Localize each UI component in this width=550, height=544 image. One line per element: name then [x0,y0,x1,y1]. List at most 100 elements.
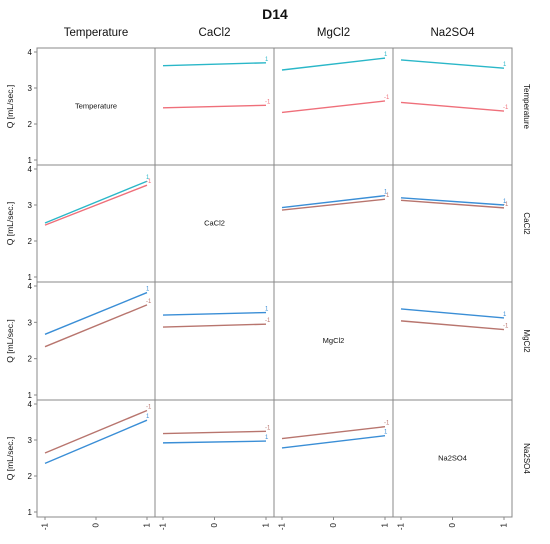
interaction-panel: 1 -1 [162,425,271,444]
x-tick-label: 0 [210,522,219,527]
series-line-level--1 [281,100,386,114]
y-tick-label: 3 [28,84,33,93]
row-header: Na2SO4 [522,443,531,474]
y-axis-label: Q [mL/sec.] [5,85,15,128]
plot-cells: TemperatureCaCl2MgCl2Na2SO41-11-11-11-11… [44,52,509,465]
diagonal-factor-label: Temperature [75,102,117,111]
panel-frame [36,399,156,518]
panel-frame [154,399,275,518]
interaction-panel: 1 -1 [44,287,152,348]
series-end-label: 1 [503,199,507,205]
column-headers: Temperature CaCl2 MgCl2 Na2SO4 [64,27,475,39]
series-line-level-1 [400,308,505,319]
series-line-level--1 [281,198,386,211]
series-line-level-1 [400,59,505,69]
column-header: CaCl2 [199,27,231,39]
series-line-level--1 [400,199,505,209]
series-end-label: 1 [503,312,507,318]
series-line-level--1 [44,184,148,226]
series-line-level-1 [44,419,148,465]
series-end-label: -1 [265,425,271,431]
y-axis-label: Q [mL/sec.] [5,202,15,245]
panel-frame [154,281,275,401]
row-header: MgCl2 [522,329,531,353]
series-line-level-1 [281,434,386,449]
x-tick-label: -1 [40,522,49,530]
series-end-label: -1 [384,193,390,199]
y-tick-label: 1 [28,156,33,165]
series-end-label: 1 [384,190,388,196]
series-end-label: 1 [146,175,150,181]
series-line-level--1 [44,409,148,454]
series-end-label: 1 [265,57,269,63]
interaction-panel: 1-1 [44,404,152,465]
x-tick-label: 0 [329,522,338,527]
panel-frame [36,164,156,283]
series-end-label: 1 [384,430,388,436]
y-tick-label: 2 [28,237,33,246]
interaction-panel: 1-1 [281,190,390,211]
column-header: Na2SO4 [430,27,475,39]
interaction-panel: 1-1 [162,307,271,328]
row-header: Temperature [522,84,531,129]
y-tick-label: 4 [28,400,33,409]
x-tick-label: 1 [142,522,151,527]
interaction-panel: 1 -1 [281,421,390,449]
panel-frames [36,47,513,518]
series-end-label: -1 [503,324,509,330]
x-tick-label: 1 [261,522,270,527]
panel-frame [36,281,156,401]
chart-title: D14 [262,6,288,22]
y-tick-label: 3 [28,201,33,210]
series-end-label: -1 [384,95,390,101]
series-line-level-1 [400,197,505,206]
series-line-level--1 [400,320,505,331]
x-tick-label: 0 [91,522,100,527]
y-tick-label: 2 [28,355,33,364]
series-end-label: -1 [146,404,152,410]
series-line-level-1 [281,57,386,71]
interaction-panel: 1-1 [162,57,271,109]
series-end-label: -1 [384,421,390,427]
y-tick-label: 3 [28,436,33,445]
series-end-label: -1 [146,299,152,305]
series-end-label: -1 [503,202,509,208]
x-tick-label: -1 [396,522,405,530]
series-line-level-1 [44,180,148,224]
series-line-level-1 [162,440,267,444]
series-end-label: -1 [146,179,152,185]
diagonal-factor-label: CaCl2 [204,219,225,228]
series-line-level-1 [162,62,267,67]
series-end-label: 1 [265,435,269,441]
column-header: MgCl2 [317,27,350,39]
panel-frame [392,164,513,283]
series-end-label: -1 [265,318,271,324]
column-header: Temperature [64,27,129,39]
y-axis-label: Q [mL/sec.] [5,319,15,362]
interaction-panel: 1-1 [400,197,509,209]
row-headers: Temperature CaCl2 MgCl2 Na2SO4 [522,84,531,474]
y-tick-label: 2 [28,120,33,129]
y-tick-label: 4 [28,165,33,174]
y-tick-label: 1 [28,508,33,517]
interaction-panel: 1-1 [400,59,509,112]
series-end-label: 1 [146,287,150,293]
diagonal-factor-label: MgCl2 [323,336,345,345]
x-tick-label: 1 [499,522,508,527]
y-axis-label: Q [mL/sec.] [5,437,15,480]
series-line-level-1 [44,291,148,335]
row-header: CaCl2 [522,212,531,235]
panel-frame [392,281,513,401]
series-line-level--1 [281,425,386,440]
series-line-level--1 [162,323,267,328]
series-line-level-1 [281,194,386,209]
series-end-label: -1 [503,105,509,111]
panel-frame [273,399,394,518]
y-tick-label: 3 [28,318,33,327]
y-tick-label: 4 [28,48,33,57]
series-line-level--1 [162,430,267,435]
x-tick-label: 1 [380,522,389,527]
series-end-label: 1 [384,52,388,58]
x-tick-label: -1 [158,522,167,530]
